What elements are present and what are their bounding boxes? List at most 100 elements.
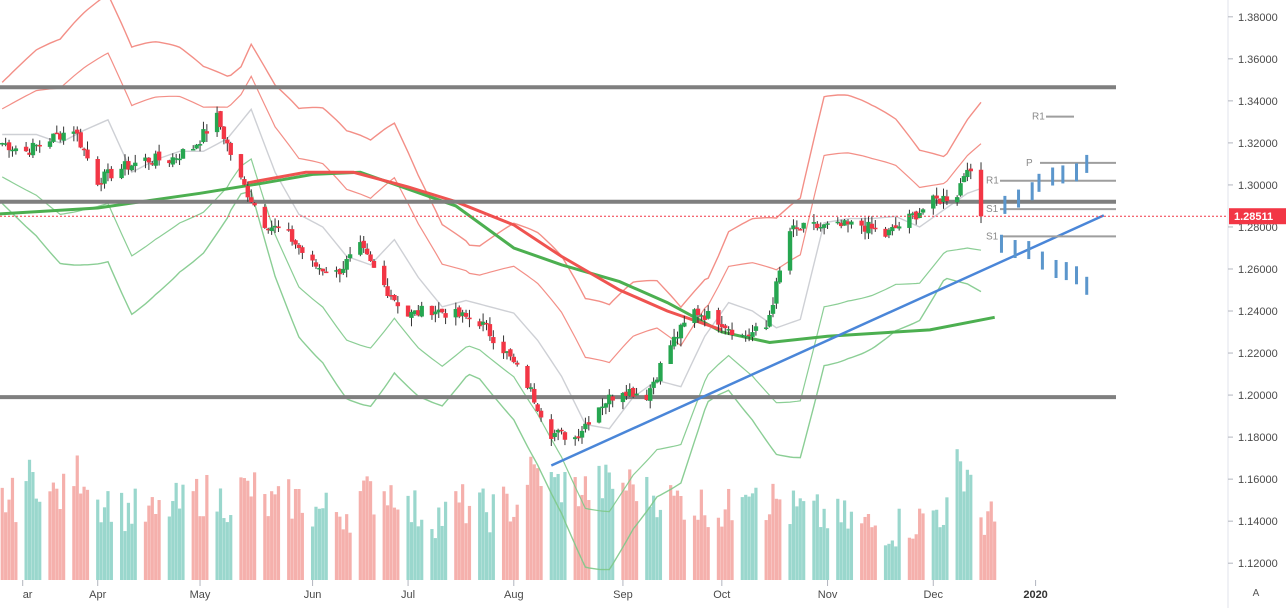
volume-bar: [109, 521, 113, 580]
time-tick-label: ar: [23, 589, 33, 601]
volume-bar: [229, 515, 233, 580]
volume-bar: [863, 516, 867, 580]
candle-body: [750, 332, 755, 337]
candle-body: [170, 157, 175, 165]
price-tick-label: 1.12000: [1238, 558, 1278, 570]
candle-body: [815, 223, 820, 229]
candle-body: [310, 254, 315, 261]
candle-body: [705, 311, 711, 319]
volume-bar: [699, 489, 703, 580]
price-tick-label: 1.14000: [1238, 516, 1278, 528]
auto-scale-button[interactable]: A: [1252, 588, 1260, 599]
volume-bar: [437, 507, 441, 580]
volume-bar: [157, 500, 161, 580]
volume-bar: [174, 482, 178, 580]
price-tick-label: 1.32000: [1238, 138, 1278, 150]
candle-body: [825, 223, 830, 225]
volume-bar: [130, 523, 134, 580]
volume-bar: [754, 487, 758, 580]
volume-bar: [788, 524, 792, 580]
volume-bar: [263, 494, 267, 580]
volume-bar: [682, 519, 686, 580]
volume-bar: [600, 498, 605, 580]
candle-body: [501, 341, 506, 354]
candle-body: [293, 240, 298, 245]
candle-body: [634, 393, 639, 396]
volume-bar: [55, 488, 59, 580]
candle-body: [978, 169, 984, 217]
volume-bar: [7, 499, 11, 580]
volume-bar: [433, 538, 437, 580]
trendline[interactable]: [550, 214, 1105, 467]
volume-bar: [890, 540, 894, 580]
volume-bar: [512, 516, 516, 580]
volume-bar: [505, 493, 509, 580]
volume-bar: [181, 484, 185, 580]
candle-body: [607, 394, 612, 405]
volume-bar: [744, 494, 748, 580]
volume-bar: [727, 488, 731, 580]
volume-bar: [706, 527, 710, 580]
volume-bar: [147, 505, 151, 580]
price-tick-label: 1.28000: [1238, 222, 1278, 234]
volume-bar: [747, 496, 751, 580]
volume-bar: [314, 506, 318, 580]
candle-body: [146, 157, 152, 163]
candle-body: [579, 430, 585, 438]
volume-bar: [839, 522, 843, 580]
candle-body: [364, 248, 370, 255]
candle-body: [289, 229, 295, 242]
time-axis[interactable]: ar Apr May Jun Jul Aug Sep Oct Nov Dec 2020: [22, 580, 1048, 601]
volume-bar: [723, 509, 727, 580]
candle-body: [791, 225, 796, 230]
candle-body: [937, 198, 943, 204]
horizontal-levels: [0, 85, 1116, 400]
candle-body: [818, 226, 823, 229]
volume-bar: [611, 488, 615, 580]
candle-body: [504, 351, 510, 353]
volume-bar: [843, 500, 847, 580]
candle-body: [242, 179, 247, 185]
candle-body: [869, 223, 875, 229]
candle-body: [109, 168, 114, 179]
volume-bar: [341, 529, 345, 580]
pivot-label: R1: [986, 176, 999, 187]
volume-bar: [317, 508, 321, 580]
candle-body: [845, 221, 851, 225]
volume-bar: [297, 489, 301, 580]
volume-bar: [205, 474, 209, 580]
time-tick-label: Oct: [713, 589, 730, 601]
volume-bar: [430, 529, 434, 580]
candle-body: [191, 148, 196, 151]
candle-body: [34, 144, 39, 147]
volume-bar: [290, 518, 294, 580]
volume-bar: [798, 498, 802, 580]
candle-body: [81, 148, 87, 151]
volume-bar: [249, 496, 253, 580]
candle-body: [252, 202, 257, 206]
volume-bar: [24, 481, 28, 580]
time-tick-label: 2020: [1023, 589, 1047, 601]
forecast-bar: [999, 234, 1003, 253]
volume-bar: [102, 507, 107, 580]
candle-body: [457, 307, 462, 317]
volume-bar: [396, 509, 400, 580]
volume-bar: [750, 493, 755, 580]
volume-bar: [536, 468, 540, 580]
price-axis[interactable]: 1.38000 1.36000 1.34000 1.32000 1.30000 1.280…: [1228, 12, 1278, 570]
volume-bar: [150, 497, 154, 580]
volume-bar: [368, 481, 373, 580]
candle-body: [95, 158, 100, 185]
forecast-bar: [1054, 259, 1058, 278]
volume-bar: [982, 534, 987, 580]
candle-body: [920, 209, 926, 213]
volume-bar: [457, 502, 461, 580]
candle-body: [658, 363, 663, 382]
ascending-trendline[interactable]: [550, 214, 1105, 467]
candle-body: [726, 329, 731, 331]
ma-green-line: [0, 170, 995, 345]
volume-bar: [883, 545, 888, 580]
volume-bar: [945, 497, 949, 580]
candle-body: [129, 165, 135, 171]
